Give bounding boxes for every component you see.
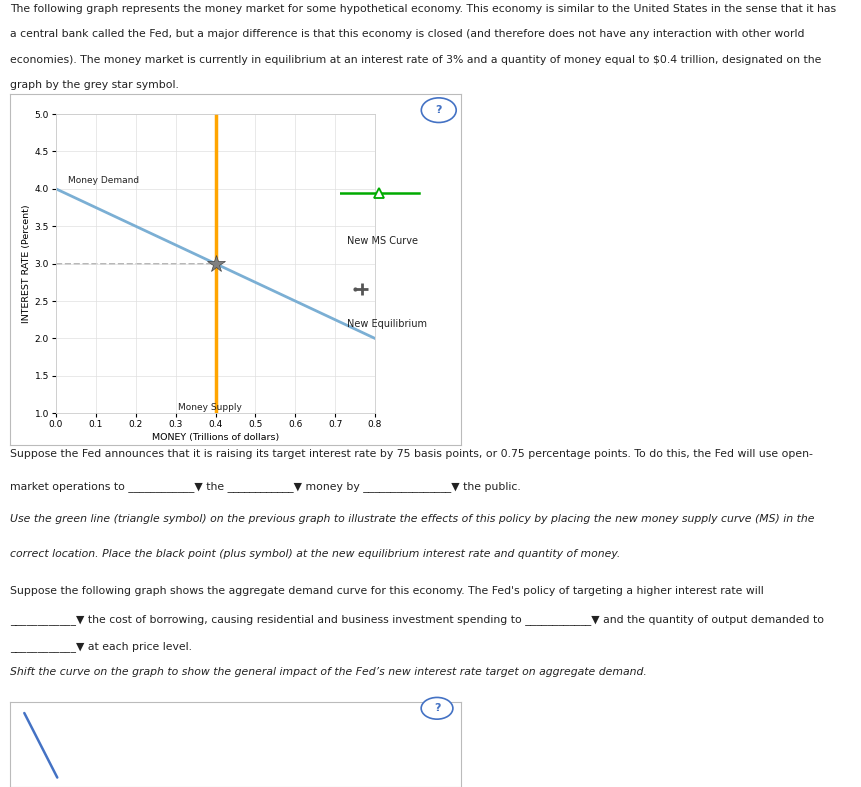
Text: Shift the curve on the graph to show the general impact of the Fed’s new interes: Shift the curve on the graph to show the… [10,667,647,678]
Text: The following graph represents the money market for some hypothetical economy. T: The following graph represents the money… [10,4,835,14]
Text: economies). The money market is currently in equilibrium at an interest rate of : economies). The money market is currentl… [10,55,821,65]
Text: ?: ? [433,704,440,713]
Circle shape [421,98,455,123]
Text: New Equilibrium: New Equilibrium [346,319,426,329]
Text: ?: ? [435,105,442,115]
Text: New MS Curve: New MS Curve [346,236,417,246]
Text: a central bank called the Fed, but a major difference is that this economy is cl: a central bank called the Fed, but a maj… [10,29,804,39]
Circle shape [421,697,452,719]
Text: ____________▼ at each price level.: ____________▼ at each price level. [10,641,192,652]
Y-axis label: INTEREST RATE (Percent): INTEREST RATE (Percent) [22,205,30,323]
Text: correct location. Place the black point (plus symbol) at the new equilibrium int: correct location. Place the black point … [10,549,620,559]
Text: Use the green line (triangle symbol) on the previous graph to illustrate the eff: Use the green line (triangle symbol) on … [10,514,814,524]
Text: Suppose the following graph shows the aggregate demand curve for this economy. T: Suppose the following graph shows the ag… [10,586,763,597]
Text: Money Demand: Money Demand [68,176,139,185]
Text: Suppose the Fed announces that it is raising its target interest rate by 75 basi: Suppose the Fed announces that it is rai… [10,449,812,459]
Text: market operations to ____________▼ the ____________▼ money by ________________▼ : market operations to ____________▼ the _… [10,481,521,492]
Text: Money Supply: Money Supply [177,403,241,412]
X-axis label: MONEY (Trillions of dollars): MONEY (Trillions of dollars) [152,434,279,442]
Text: graph by the grey star symbol.: graph by the grey star symbol. [10,80,179,91]
Text: ____________▼ the cost of borrowing, causing residential and business investment: ____________▼ the cost of borrowing, cau… [10,614,823,625]
